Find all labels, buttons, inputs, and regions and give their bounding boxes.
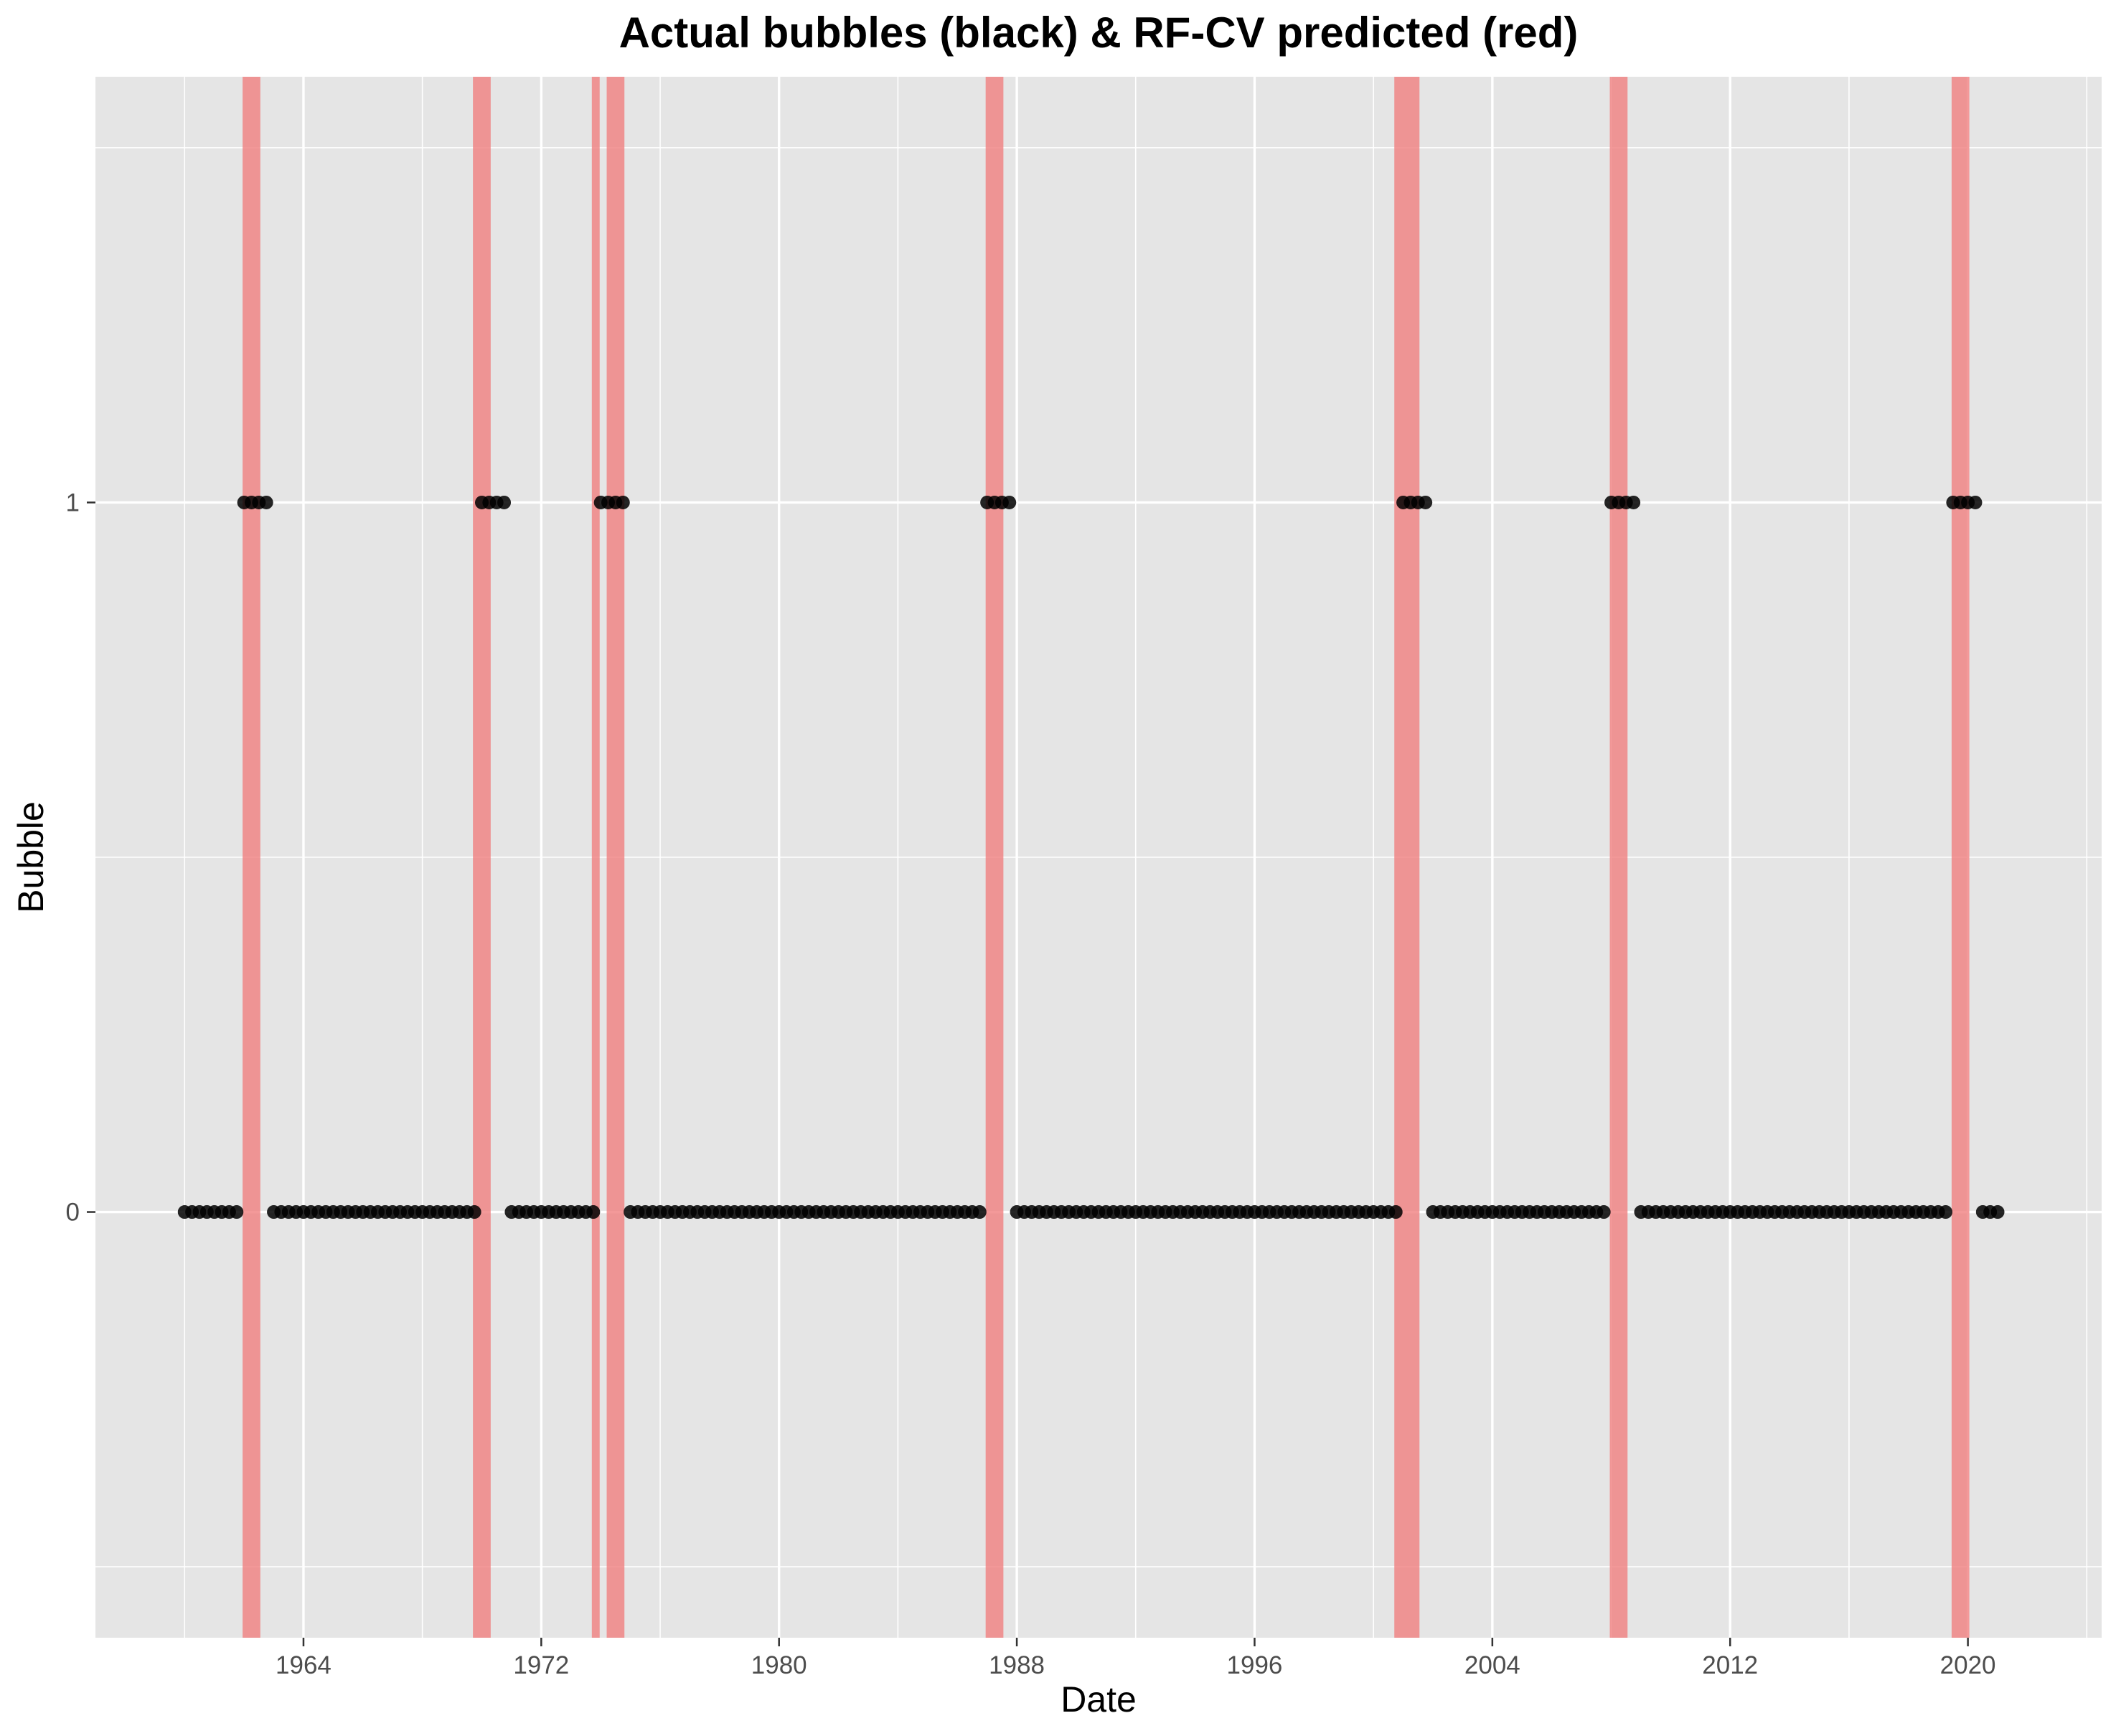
x-tick-label: 1988 [989,1651,1045,1679]
x-tick-label: 2012 [1702,1651,1758,1679]
predicted-band [1609,77,1628,1638]
actual-point [259,495,273,509]
actual-point [1002,495,1017,509]
x-tick-label: 2020 [1940,1651,1996,1679]
x-axis-title: Date [1061,1679,1137,1720]
x-tick-label: 1972 [513,1651,569,1679]
y-tick-label: 1 [66,489,80,516]
actual-point [1968,495,1983,509]
axis-ticks [87,501,1969,1646]
chart-title: Actual bubbles (black) & RF-CV predicted… [619,9,1579,57]
predicted-band [591,77,600,1638]
y-axis-title: Bubble [11,801,51,913]
minor-gridlines [95,77,2102,1638]
x-tick-label: 2004 [1464,1651,1520,1679]
predicted-band [985,77,1004,1638]
actual-point [497,495,512,509]
y-tick-label: 0 [66,1199,80,1227]
predicted-band [1951,77,1970,1638]
actual-point [1597,1205,1611,1220]
actual-point [467,1205,481,1220]
actual-point [230,1205,244,1220]
actual-point [586,1205,601,1220]
actual-point [1627,495,1641,509]
actual-point [1939,1205,1953,1220]
tick-labels: 1964 1972 1980 1988 1996 2004 2012 2020 0 1 [66,489,1996,1679]
x-tick-label: 1964 [276,1651,331,1679]
x-tick-label: 1996 [1227,1651,1283,1679]
x-tick-label: 1980 [751,1651,807,1679]
predicted-band [243,77,260,1638]
actual-point [972,1205,987,1220]
predicted-band [606,77,625,1638]
predicted-bands [243,77,1970,1638]
actual-points [177,495,2005,1220]
predicted-band [473,77,491,1638]
actual-point [1388,1205,1403,1220]
predicted-band [1394,77,1420,1638]
actual-point [616,495,630,509]
actual-point [1419,495,1433,509]
actual-point [1990,1205,2005,1220]
